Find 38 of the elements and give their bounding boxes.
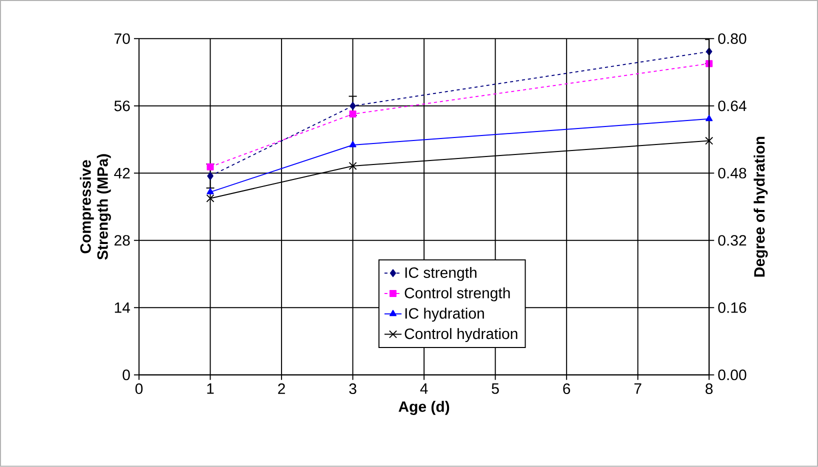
point (206, 164, 214, 171)
y2-tick-label: 0.32 (718, 235, 746, 246)
y-tick-label: 14 (114, 302, 130, 313)
x-tick-label: 1 (207, 384, 214, 394)
x-tick-label: 3 (349, 384, 356, 394)
y-tick-label: 0 (122, 370, 130, 380)
point (350, 102, 356, 110)
x-tick-label: 8 (706, 384, 713, 394)
y2-axis-title: Degree of hydration (754, 137, 768, 277)
point (348, 162, 357, 170)
legend-label: Control strength (404, 287, 510, 302)
x-tick-label: 5 (492, 384, 499, 394)
x-tick-label: 2 (278, 384, 285, 394)
point (206, 194, 214, 203)
point (705, 136, 714, 145)
y2-tick-label: 0.80 (718, 33, 746, 44)
y2-tick-label: 0.64 (718, 100, 746, 112)
y-tick-label: 28 (114, 235, 130, 246)
legend-label: IC hydration (405, 308, 484, 322)
x-tick-label: 7 (634, 384, 642, 394)
y-tick-label: 70 (114, 33, 130, 44)
y-tick-label: 56 (114, 100, 130, 112)
point (207, 172, 214, 180)
point (706, 115, 713, 122)
y2-tick-label: 0.48 (718, 168, 746, 179)
x-tick-label: 0 (135, 384, 143, 394)
y2-tick-label: 0.16 (718, 302, 746, 314)
legend-label: Control hydration (404, 328, 518, 342)
x-tick-label: 6 (563, 384, 570, 394)
x-axis-title: Age (d) (398, 401, 450, 416)
x-tick-label: 4 (420, 384, 428, 394)
legend-label: IC strength (405, 267, 476, 282)
y-axis-title: Compressive Strength (MPa) (80, 154, 111, 260)
point (349, 141, 356, 148)
y2-tick-label: 0.00 (718, 370, 746, 380)
y-tick-label: 42 (114, 168, 130, 179)
point (349, 110, 356, 118)
point (206, 188, 214, 194)
